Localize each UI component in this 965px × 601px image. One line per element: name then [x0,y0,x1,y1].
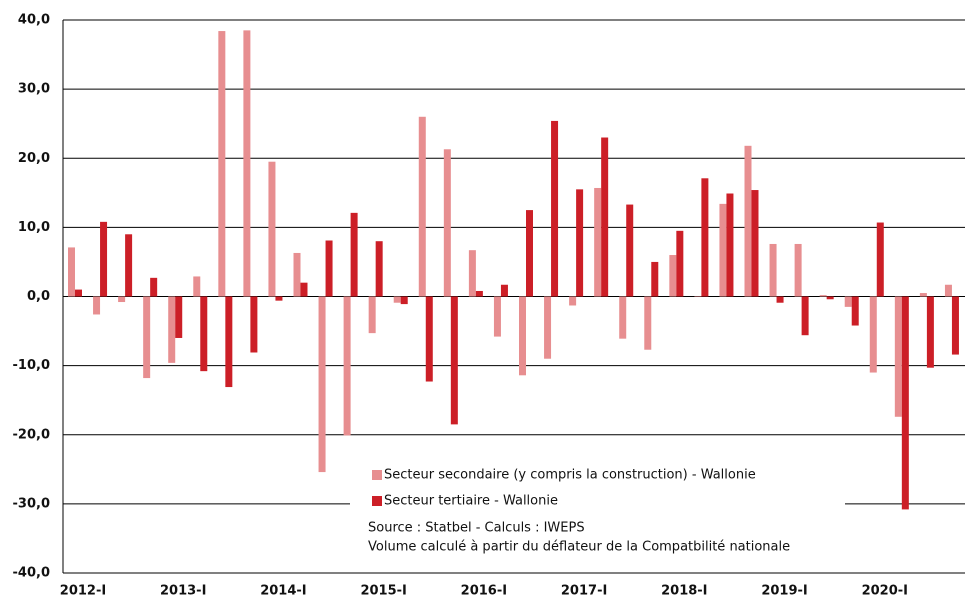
bar [926,296,934,368]
bar [869,296,877,373]
annotation: Volume calculé à partir du déflateur de … [368,540,790,555]
bar [526,210,533,297]
bar [544,296,552,359]
bar [776,296,784,303]
bar [350,212,358,297]
bar [118,296,126,303]
bar [325,240,333,297]
bar [443,149,451,297]
bar [125,234,133,297]
legend-swatch [372,496,382,506]
bar [193,276,201,297]
bar [876,222,884,297]
bar [794,243,802,297]
legend-label: Secteur secondaire (y compris la constru… [384,468,756,483]
bar [75,289,82,297]
bar [851,296,859,326]
bar [275,296,283,301]
bar [651,261,659,297]
bar [400,296,408,305]
bar [919,293,927,297]
legend-swatch [372,470,382,480]
x-tick-label: 2015-I [360,584,406,599]
bar [576,189,584,297]
bar [569,296,577,306]
bar [751,190,759,297]
x-tick-label: 2012-I [60,584,106,599]
y-tick-label: 40,0 [18,13,50,28]
bar [601,137,609,297]
bar [701,178,709,297]
y-tick-label: -20,0 [13,427,50,442]
x-tick-label: 2013-I [160,584,206,599]
bar [150,277,158,297]
bar [218,31,226,297]
legend-box [350,460,845,512]
y-tick-label: -40,0 [13,566,50,581]
bar [418,116,426,297]
x-tick-label: 2019-I [761,584,807,599]
y-tick-label: 30,0 [18,82,50,97]
bar [318,296,326,473]
annotation: Source : Statbel - Calculs : IWEPS [368,521,585,536]
y-tick-label: 0,0 [27,289,50,304]
bar [551,120,559,297]
bar [844,296,852,307]
y-tick-label: -30,0 [13,496,50,511]
bar [694,296,702,297]
bar [368,296,376,334]
bar [719,203,727,297]
bar [93,296,101,315]
bar [475,290,483,297]
x-tick-label: 2016-I [461,584,507,599]
x-tick-label: 2017-I [561,584,607,599]
bar [393,296,401,303]
bar [594,187,602,297]
y-tick-label: 20,0 [18,151,50,166]
bar [143,296,151,379]
bar [493,296,501,337]
x-tick-label: 2014-I [260,584,306,599]
bar [68,247,75,297]
bar [293,252,301,297]
bar [819,295,827,297]
bar [268,161,276,297]
bar [243,30,251,297]
bar [726,193,734,297]
x-tick-label: 2020-I [862,584,908,599]
x-tick-label: 2018-I [661,584,707,599]
bar [225,296,233,388]
bar [425,296,433,382]
bar [626,204,634,297]
bar [168,296,176,363]
bar [619,296,627,339]
bar [644,296,652,350]
bar [300,282,308,297]
bar [100,221,108,297]
bar [944,284,952,297]
bar [450,296,458,425]
bar [500,284,508,297]
bar [175,296,183,338]
bar [676,230,684,297]
y-tick-label: -10,0 [13,358,50,373]
bar [826,296,834,300]
bar [951,296,959,355]
bar [769,243,777,297]
legend-label: Secteur tertiaire - Wallonie [384,494,558,509]
bar [744,145,752,297]
bar [669,255,677,297]
bar [200,296,208,372]
y-tick-label: 10,0 [18,220,50,235]
bar [901,296,909,510]
bar [468,250,476,297]
bar [250,296,258,353]
bar [375,241,383,297]
bar [801,296,809,336]
bar [894,296,902,417]
bar [519,296,526,376]
bar [343,296,351,436]
